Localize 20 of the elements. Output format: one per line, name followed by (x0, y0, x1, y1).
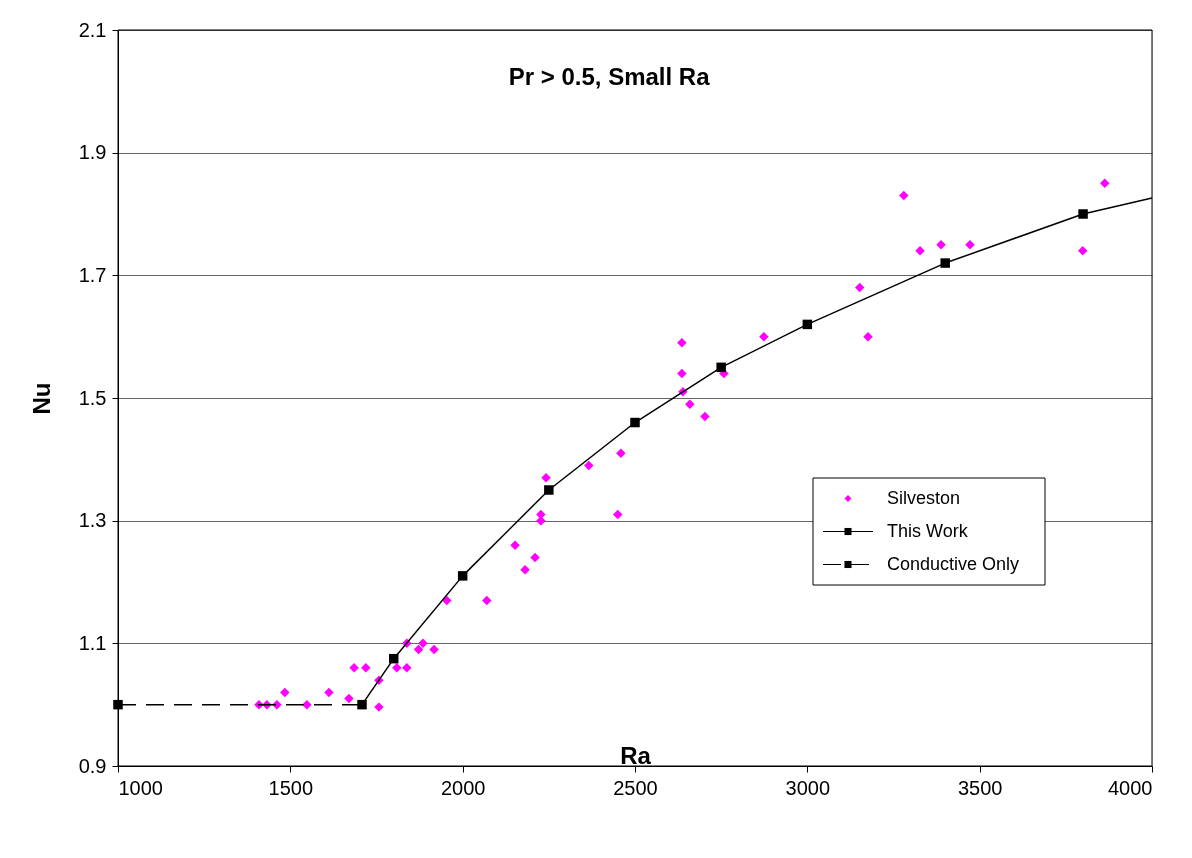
x-tick-label: 3500 (957, 776, 1003, 799)
x-tick-label: 4000 (1108, 776, 1153, 799)
text: Pr > 0.5, Small Ra (508, 63, 711, 90)
x-tick-label: 2000 (440, 776, 486, 799)
x-tick-label: 2500 (613, 776, 658, 799)
legend-label: Silveston (887, 487, 961, 508)
y-axis-title: Nu (27, 382, 55, 415)
x-tick-label: 3000 (785, 776, 831, 799)
legend-label: Conductive Only (887, 553, 1020, 574)
y-tick-label: 1.9 (78, 141, 107, 164)
y-tick-label: 1.1 (78, 631, 107, 654)
x-tick-label: 1500 (268, 776, 314, 799)
y-tick-label: 1.5 (78, 386, 107, 409)
legend-label: This Work (887, 520, 969, 541)
y-tick-label: 0.9 (78, 754, 107, 777)
x-tick-label: 1000 (118, 776, 163, 799)
y-tick-label: 1.7 (78, 263, 107, 286)
y-tick-label: 1.3 (78, 509, 107, 532)
x-axis-title: Ra (620, 741, 652, 769)
y-tick-label: 2.1 (78, 18, 107, 41)
